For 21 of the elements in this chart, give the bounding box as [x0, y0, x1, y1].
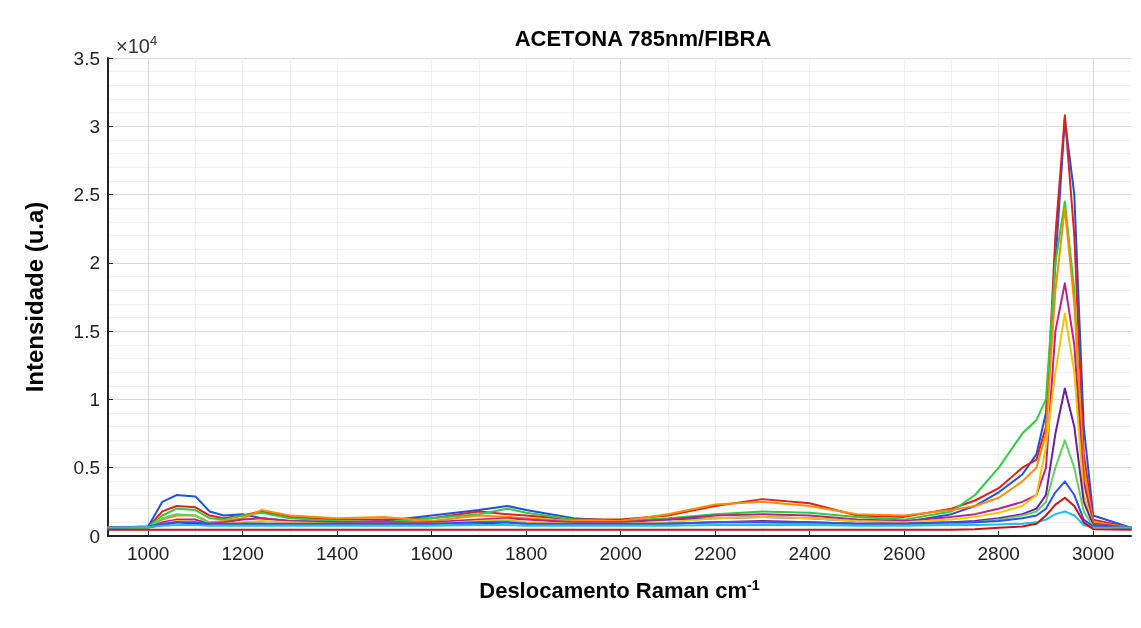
x-tick-label: 1400	[316, 543, 359, 564]
x-tick-label: 2600	[883, 543, 926, 564]
chart-title: ACETONA 785nm/FIBRA	[514, 25, 772, 51]
y-tick-label: 2	[89, 252, 100, 274]
x-tick-label: 2800	[977, 543, 1020, 564]
y-axis-title: Intensidade (u.a)	[20, 201, 48, 393]
y-tick-label: 1.5	[73, 320, 100, 342]
x-tick-label: 2200	[694, 543, 737, 564]
y-tick-label: 0.5	[73, 457, 100, 479]
y-tick-label: 1	[89, 388, 100, 410]
x-tick-label: 1600	[410, 543, 453, 564]
x-tick-label: 2400	[788, 543, 831, 564]
x-tick-label: 1000	[127, 543, 170, 564]
x-tick-label: 3000	[1072, 543, 1115, 564]
y-tick-label: 2.5	[73, 184, 100, 206]
y-tick-label: 3.5	[73, 47, 100, 69]
x-tick-label: 1800	[505, 543, 548, 564]
x-tick-label: 2000	[599, 543, 642, 564]
y-tick-label: 0	[89, 525, 100, 547]
y-tick-label: 3	[89, 115, 100, 137]
x-tick-label: 1200	[221, 543, 264, 564]
